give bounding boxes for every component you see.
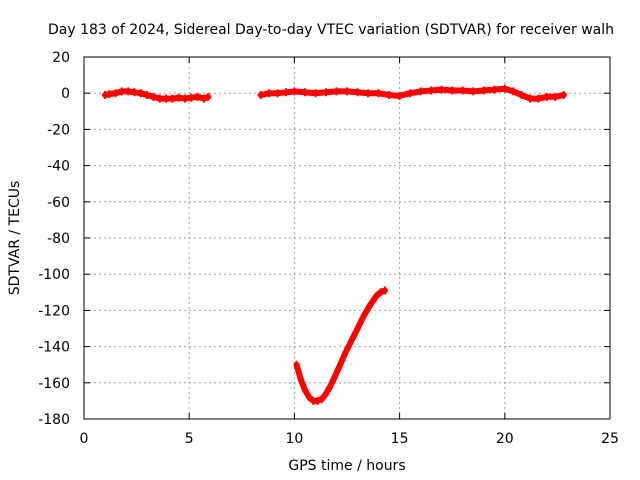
data-point <box>560 91 567 100</box>
data-point <box>377 288 384 297</box>
data-point <box>297 375 304 384</box>
data-point <box>417 87 424 96</box>
x-tick-label: 5 <box>185 431 194 447</box>
data-point <box>470 87 477 96</box>
x-axis-label: GPS time / hours <box>288 458 405 474</box>
data-point <box>106 90 113 99</box>
data-point <box>459 86 466 95</box>
y-tick-label: -140 <box>38 340 70 356</box>
data-point <box>112 89 119 98</box>
data-point <box>344 87 350 96</box>
data-point <box>535 94 542 103</box>
data-point <box>367 300 374 309</box>
data-point <box>396 91 403 100</box>
data-point <box>510 87 517 96</box>
series-arc-3 <box>293 286 388 405</box>
data-point <box>331 373 338 382</box>
y-tick-label: -20 <box>47 122 70 138</box>
data-point <box>205 92 212 101</box>
data-point <box>293 360 300 369</box>
data-point <box>381 286 388 295</box>
data-point <box>373 291 380 300</box>
data-point <box>282 88 289 97</box>
data-point <box>322 88 329 97</box>
data-point <box>314 396 321 405</box>
x-tick-labels: 0 5 10 15 20 25 <box>80 57 619 447</box>
data-point <box>480 86 487 95</box>
data-point <box>501 84 508 93</box>
data-point <box>301 386 308 395</box>
data-point <box>428 86 435 95</box>
y-tick-label: 0 <box>61 86 70 102</box>
data-point <box>354 88 361 97</box>
y-tick-label: -80 <box>47 231 70 247</box>
data-point <box>163 94 170 103</box>
data-point <box>125 87 132 96</box>
data-point <box>175 93 182 102</box>
data-point <box>257 91 264 100</box>
x-tick-label: 15 <box>391 431 409 447</box>
data-point <box>491 85 498 94</box>
data-point <box>518 91 525 100</box>
data-point <box>118 87 125 96</box>
data-point <box>318 395 325 404</box>
data-point <box>552 92 559 101</box>
data-point <box>306 393 313 402</box>
y-tick-label: -60 <box>47 195 70 211</box>
data-point <box>354 324 361 333</box>
data-point <box>274 89 281 98</box>
y-axis-label: SDTVAR / TECUs <box>7 181 23 296</box>
data-point <box>301 88 308 97</box>
data-point <box>348 337 355 346</box>
data-point <box>131 88 138 97</box>
data-point <box>181 94 188 103</box>
data-point <box>438 85 445 94</box>
y-tick-label: -40 <box>47 159 70 175</box>
data-point <box>194 92 201 101</box>
y-tick-label: -160 <box>38 376 70 392</box>
y-tick-label: 20 <box>52 50 70 66</box>
y-tick-label: -180 <box>38 412 70 428</box>
x-tick-label: 25 <box>601 431 619 447</box>
data-point <box>169 94 176 103</box>
data-point <box>335 364 342 373</box>
data-point <box>312 89 319 98</box>
data-point <box>327 382 334 391</box>
grid-lines <box>83 56 611 420</box>
data-point <box>375 89 382 98</box>
data-point <box>266 89 273 98</box>
series-arc-1 <box>102 87 212 103</box>
data-point <box>527 94 534 103</box>
data-point <box>150 92 157 101</box>
data-point <box>449 86 456 95</box>
data-point <box>341 349 348 358</box>
data-point <box>291 87 298 96</box>
data-point <box>386 91 393 100</box>
data-point <box>365 89 372 98</box>
data-point <box>407 89 414 98</box>
data-series <box>102 84 567 405</box>
x-tick-label: 0 <box>80 431 89 447</box>
x-tick-label: 10 <box>285 431 303 447</box>
data-point <box>200 94 207 103</box>
chart-title: Day 183 of 2024, Sidereal Day-to-day VTE… <box>48 22 614 38</box>
data-point <box>188 93 195 102</box>
series-arc-2 <box>257 84 567 103</box>
data-point <box>156 94 163 103</box>
y-tick-label: -120 <box>38 303 70 319</box>
plot-frame <box>83 56 611 420</box>
data-point <box>543 92 550 101</box>
data-point <box>360 311 367 320</box>
y-tick-label: -100 <box>38 267 70 283</box>
data-point <box>144 91 151 100</box>
data-point <box>333 87 340 96</box>
series-line <box>293 287 388 404</box>
y-tick-labels: 20 0 -20 -40 -60 -80 -100 -120 -140 -160 -180 <box>38 50 610 428</box>
data-point <box>137 89 144 98</box>
data-point <box>322 389 329 398</box>
x-tick-label: 20 <box>496 431 514 447</box>
